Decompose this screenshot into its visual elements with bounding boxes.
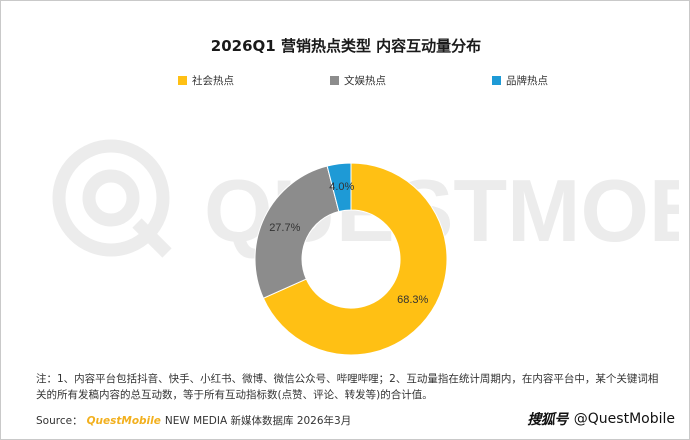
legend-swatch-entertainment	[330, 76, 339, 85]
source-brand: QuestMobile	[86, 415, 161, 427]
data-label-social: 68.3%	[397, 294, 428, 306]
credit-badge: 搜狐号 @QuestMobile	[527, 409, 675, 429]
watermark-emblem	[52, 139, 172, 258]
legend-item-brand: 品牌热点	[492, 73, 548, 88]
sohu-logo: 搜狐号	[527, 412, 568, 428]
legend-label-social: 社会热点	[192, 75, 234, 87]
data-label-entertainment: 27.7%	[269, 222, 300, 234]
data-label-brand: 4.0%	[329, 181, 354, 193]
credit-handle: @QuestMobile	[573, 411, 675, 427]
legend-swatch-social	[178, 76, 187, 85]
chart-title: 2026Q1 营销热点类型 内容互动量分布	[210, 37, 482, 55]
source-label: Source：	[36, 415, 83, 427]
legend-label-entertainment: 文娱热点	[344, 75, 386, 87]
legend-label-brand: 品牌热点	[506, 75, 548, 87]
donut-slice-entertainment	[254, 165, 340, 299]
legend-swatch-brand	[492, 76, 501, 85]
source-line: Source： QuestMobile NEW MEDIA 新媒体数据库 202…	[36, 413, 351, 428]
legend: 社会热点 文娱热点 品牌热点	[1, 73, 690, 89]
donut-slice-brand	[326, 162, 352, 213]
donut-slice-social	[262, 162, 448, 356]
legend-item-social: 社会热点	[178, 73, 234, 88]
legend-item-entertainment: 文娱热点	[330, 73, 386, 88]
source-description: NEW MEDIA 新媒体数据库 2026年3月	[164, 415, 352, 427]
footnote: 注：1、内容平台包括抖音、快手、小红书、微博、微信公众号、哔哩哔哩；2、互动量指…	[36, 373, 659, 401]
